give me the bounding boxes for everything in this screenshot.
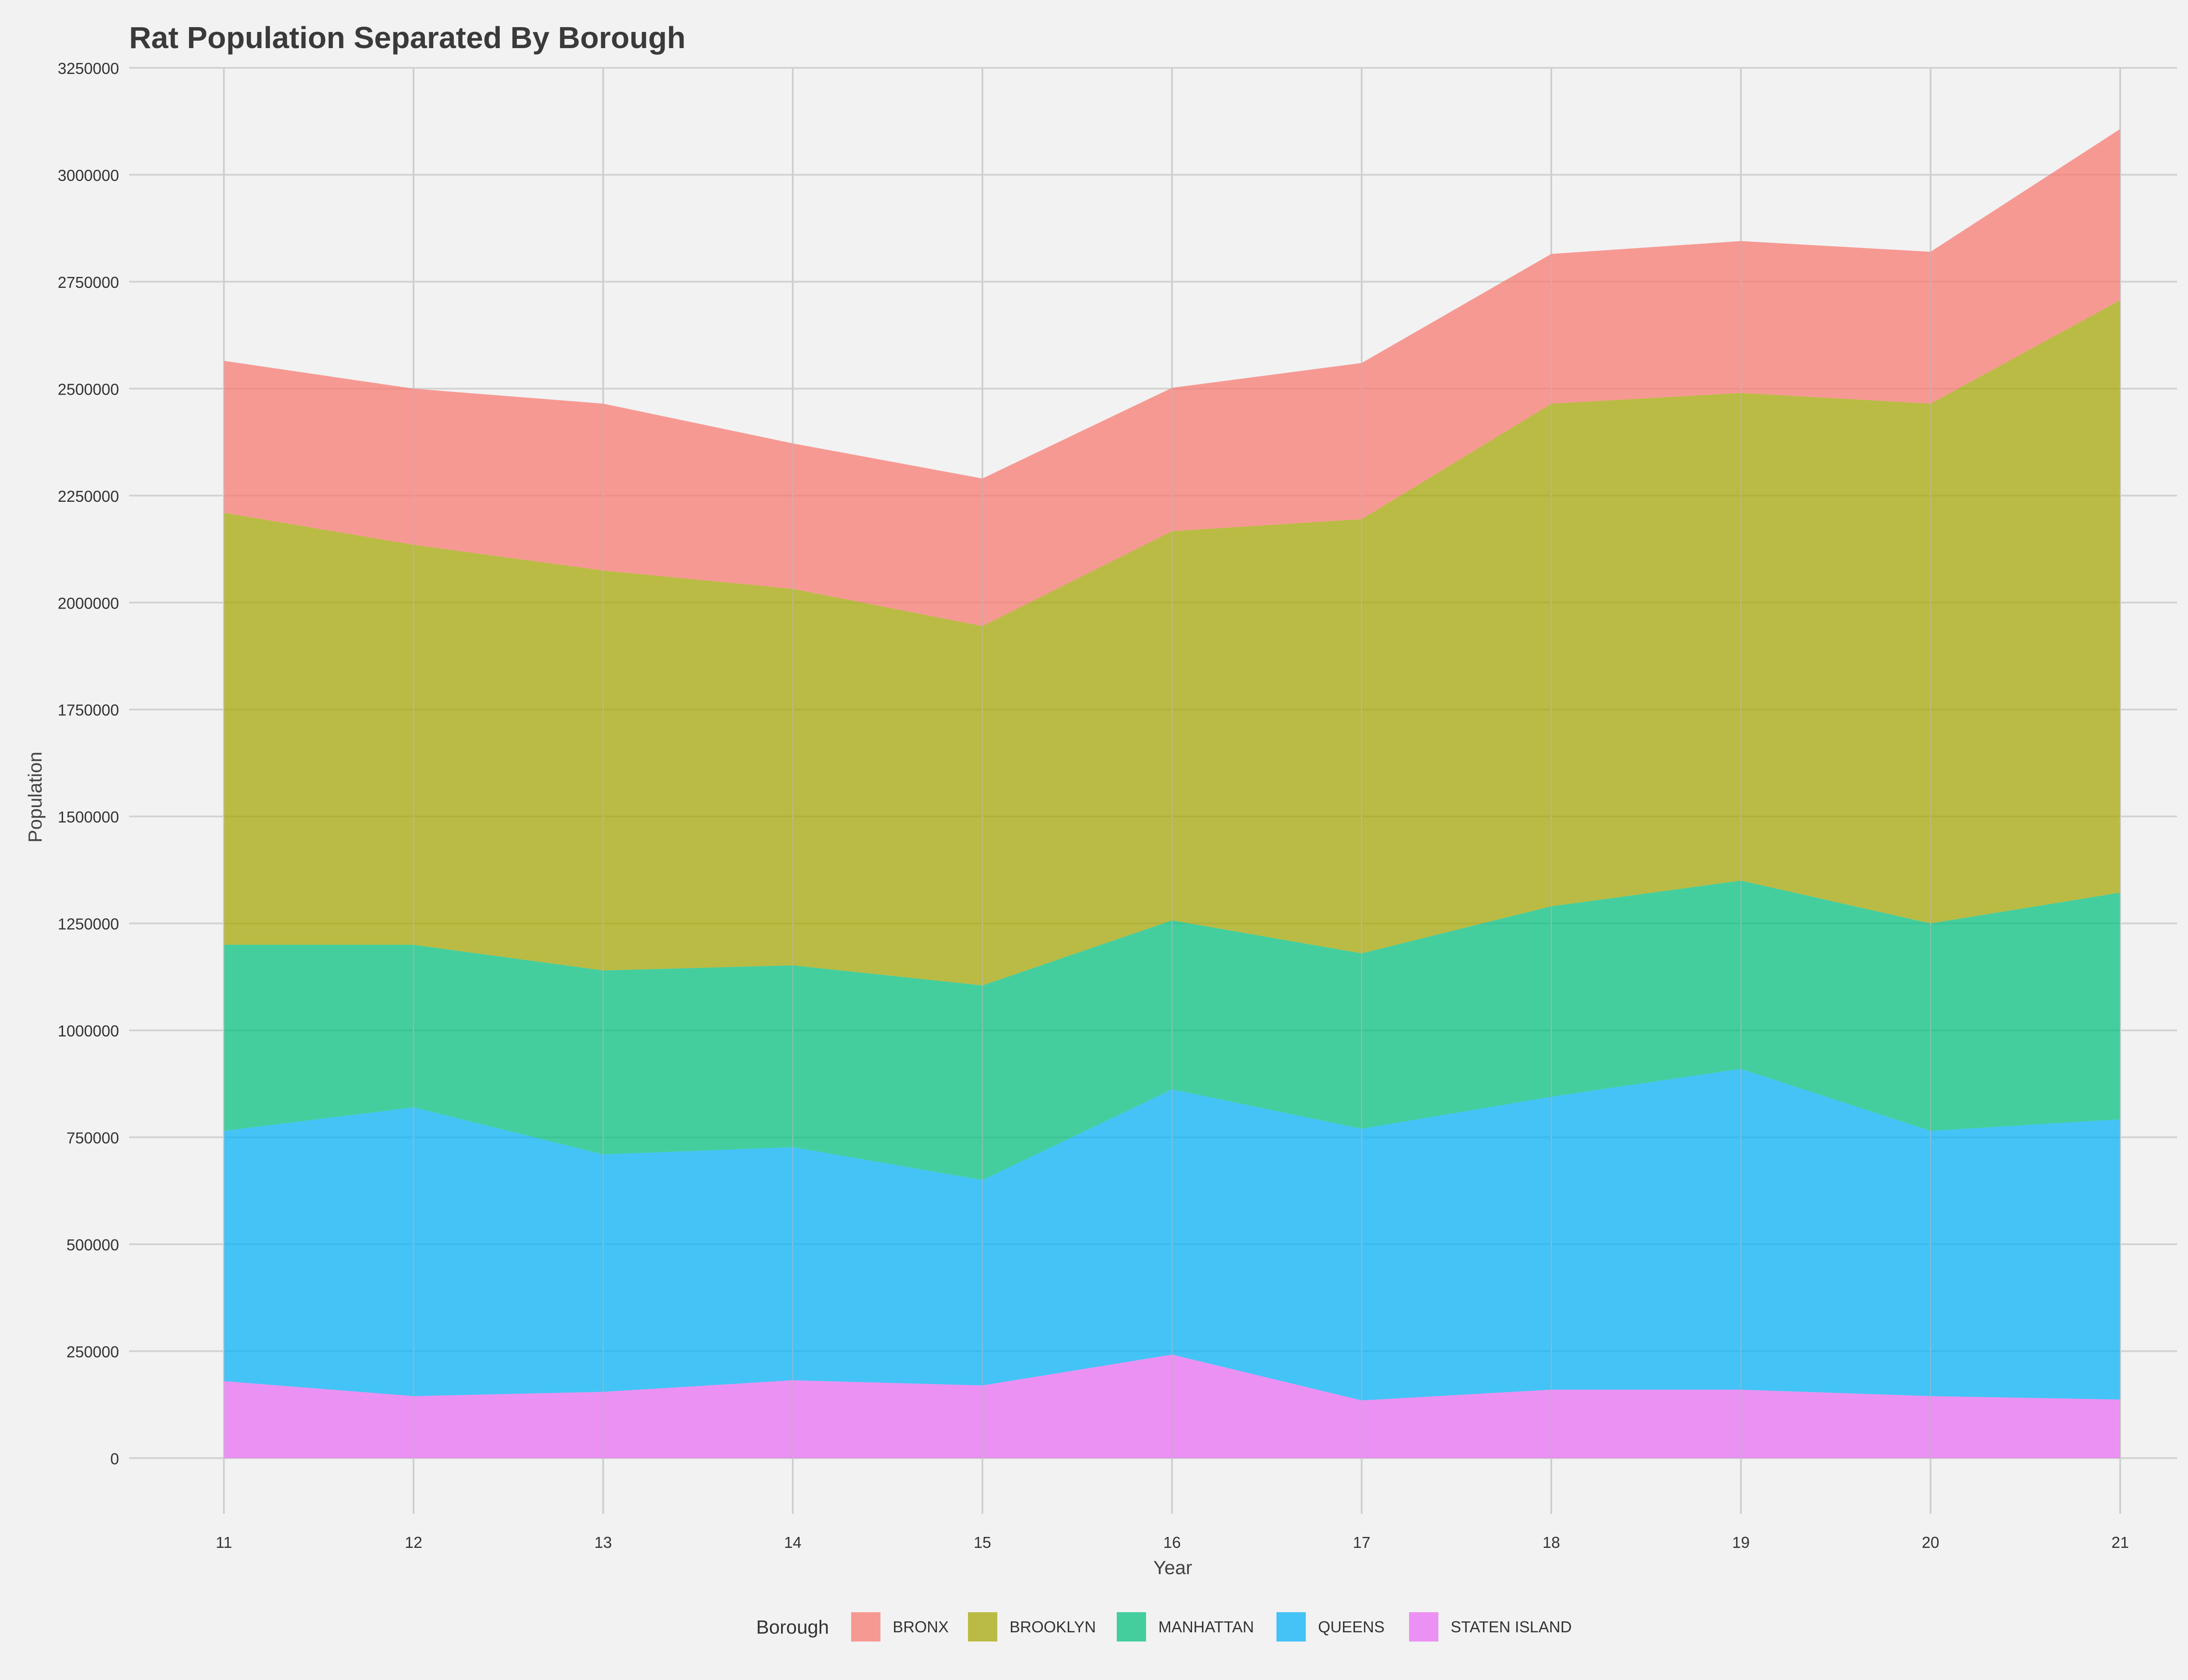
y-tick-label: 0 — [110, 1450, 119, 1468]
y-tick-label: 1000000 — [58, 1022, 119, 1040]
area-queens — [224, 1069, 2121, 1400]
x-tick-label: 14 — [784, 1533, 802, 1551]
x-tick-label: 18 — [1543, 1533, 1560, 1551]
y-tick-label: 3000000 — [58, 166, 119, 184]
legend-title: Borough — [756, 1617, 829, 1638]
grid-lines-overlay — [223, 68, 2121, 1514]
area-brooklyn — [224, 300, 2121, 986]
y-tick-label: 2750000 — [58, 273, 119, 291]
legend-label-brooklyn: BROOKLYN — [1010, 1618, 1096, 1636]
chart-title: Rat Population Separated By Borough — [129, 21, 686, 55]
y-axis-title: Population — [25, 752, 46, 843]
y-axis-ticks: 0 250000 500000 750000 1000000 1250000 1500000… — [58, 60, 119, 1468]
area-layers — [224, 129, 2121, 1458]
y-tick-label: 750000 — [67, 1129, 119, 1147]
legend-swatch-queens — [1276, 1612, 1306, 1642]
x-tick-label: 11 — [216, 1533, 232, 1551]
y-tick-label: 1500000 — [58, 808, 119, 826]
area-bronx — [224, 129, 2121, 626]
legend-label-staten-island: STATEN ISLAND — [1451, 1618, 1572, 1636]
y-tick-label: 3250000 — [58, 60, 119, 77]
legend-swatch-brooklyn — [968, 1612, 997, 1642]
x-axis-ticks: 11 12 13 14 15 16 17 18 19 20 21 — [216, 1533, 2129, 1551]
legend: Borough BRONX BROOKLYN MANHATTAN QUEENS STATE… — [756, 1612, 1572, 1642]
y-tick-label: 2000000 — [58, 594, 119, 612]
x-tick-label: 17 — [1353, 1533, 1371, 1551]
y-tick-label: 1750000 — [58, 701, 119, 719]
x-tick-label: 16 — [1163, 1533, 1181, 1551]
y-tick-label: 250000 — [67, 1343, 119, 1361]
x-tick-label: 13 — [594, 1533, 612, 1551]
legend-swatch-staten-island — [1409, 1612, 1438, 1642]
y-tick-label: 2250000 — [58, 487, 119, 505]
y-tick-label: 1250000 — [58, 915, 119, 933]
x-tick-label: 12 — [405, 1533, 422, 1551]
x-tick-label: 15 — [974, 1533, 991, 1551]
area-manhattan — [224, 880, 2121, 1180]
area-staten-island — [224, 1354, 2121, 1458]
x-tick-label: 19 — [1732, 1533, 1750, 1551]
legend-label-queens: QUEENS — [1318, 1618, 1385, 1636]
legend-label-bronx: BRONX — [893, 1618, 949, 1636]
legend-swatch-manhattan — [1117, 1612, 1146, 1642]
x-tick-label: 20 — [1922, 1533, 1939, 1551]
y-tick-label: 500000 — [67, 1236, 119, 1254]
x-tick-label: 21 — [2111, 1533, 2129, 1551]
legend-swatch-bronx — [851, 1612, 880, 1642]
x-axis-title: Year — [1154, 1557, 1192, 1578]
legend-label-manhattan: MANHATTAN — [1158, 1618, 1254, 1636]
y-tick-label: 2500000 — [58, 380, 119, 398]
